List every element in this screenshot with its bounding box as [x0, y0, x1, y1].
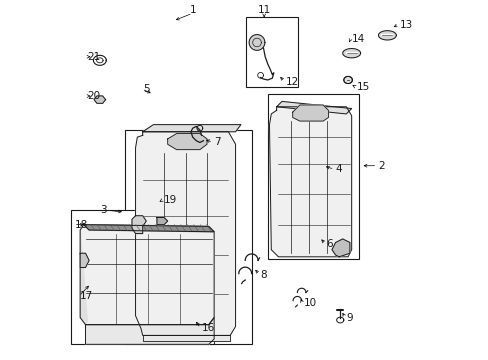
Polygon shape — [249, 35, 264, 50]
Bar — [246, 18, 298, 87]
Polygon shape — [132, 216, 146, 234]
Text: 2: 2 — [378, 161, 384, 171]
Polygon shape — [157, 217, 167, 225]
Text: 16: 16 — [201, 323, 214, 333]
Text: 5: 5 — [142, 84, 149, 94]
Polygon shape — [331, 239, 349, 257]
Polygon shape — [269, 107, 351, 257]
Text: 14: 14 — [351, 34, 364, 44]
Polygon shape — [83, 225, 214, 232]
Text: 13: 13 — [399, 19, 412, 30]
Polygon shape — [80, 253, 89, 267]
Polygon shape — [142, 336, 230, 341]
Text: 9: 9 — [346, 312, 352, 323]
Text: 21: 21 — [87, 52, 101, 62]
Text: 4: 4 — [335, 164, 342, 174]
Text: 11: 11 — [257, 5, 270, 15]
Bar — [71, 210, 214, 344]
Bar — [267, 94, 358, 258]
Text: 6: 6 — [326, 239, 333, 249]
Polygon shape — [135, 132, 235, 336]
Text: 17: 17 — [80, 291, 93, 301]
Polygon shape — [378, 31, 395, 40]
Text: 8: 8 — [260, 270, 266, 280]
Text: 7: 7 — [214, 138, 220, 148]
Polygon shape — [142, 125, 241, 132]
Text: 18: 18 — [75, 220, 88, 230]
Text: 3: 3 — [100, 205, 107, 215]
Polygon shape — [343, 76, 352, 84]
Polygon shape — [80, 230, 87, 325]
Polygon shape — [342, 49, 360, 58]
Text: 19: 19 — [164, 195, 177, 204]
Text: 20: 20 — [87, 91, 100, 101]
Text: 12: 12 — [285, 77, 298, 87]
Polygon shape — [167, 134, 206, 150]
Text: 1: 1 — [189, 5, 196, 15]
Text: 15: 15 — [356, 82, 369, 92]
Text: 10: 10 — [303, 298, 316, 308]
Bar — [124, 130, 251, 344]
Polygon shape — [94, 96, 105, 103]
Polygon shape — [85, 318, 214, 344]
Polygon shape — [80, 225, 214, 325]
Polygon shape — [276, 102, 351, 114]
Polygon shape — [292, 105, 328, 121]
